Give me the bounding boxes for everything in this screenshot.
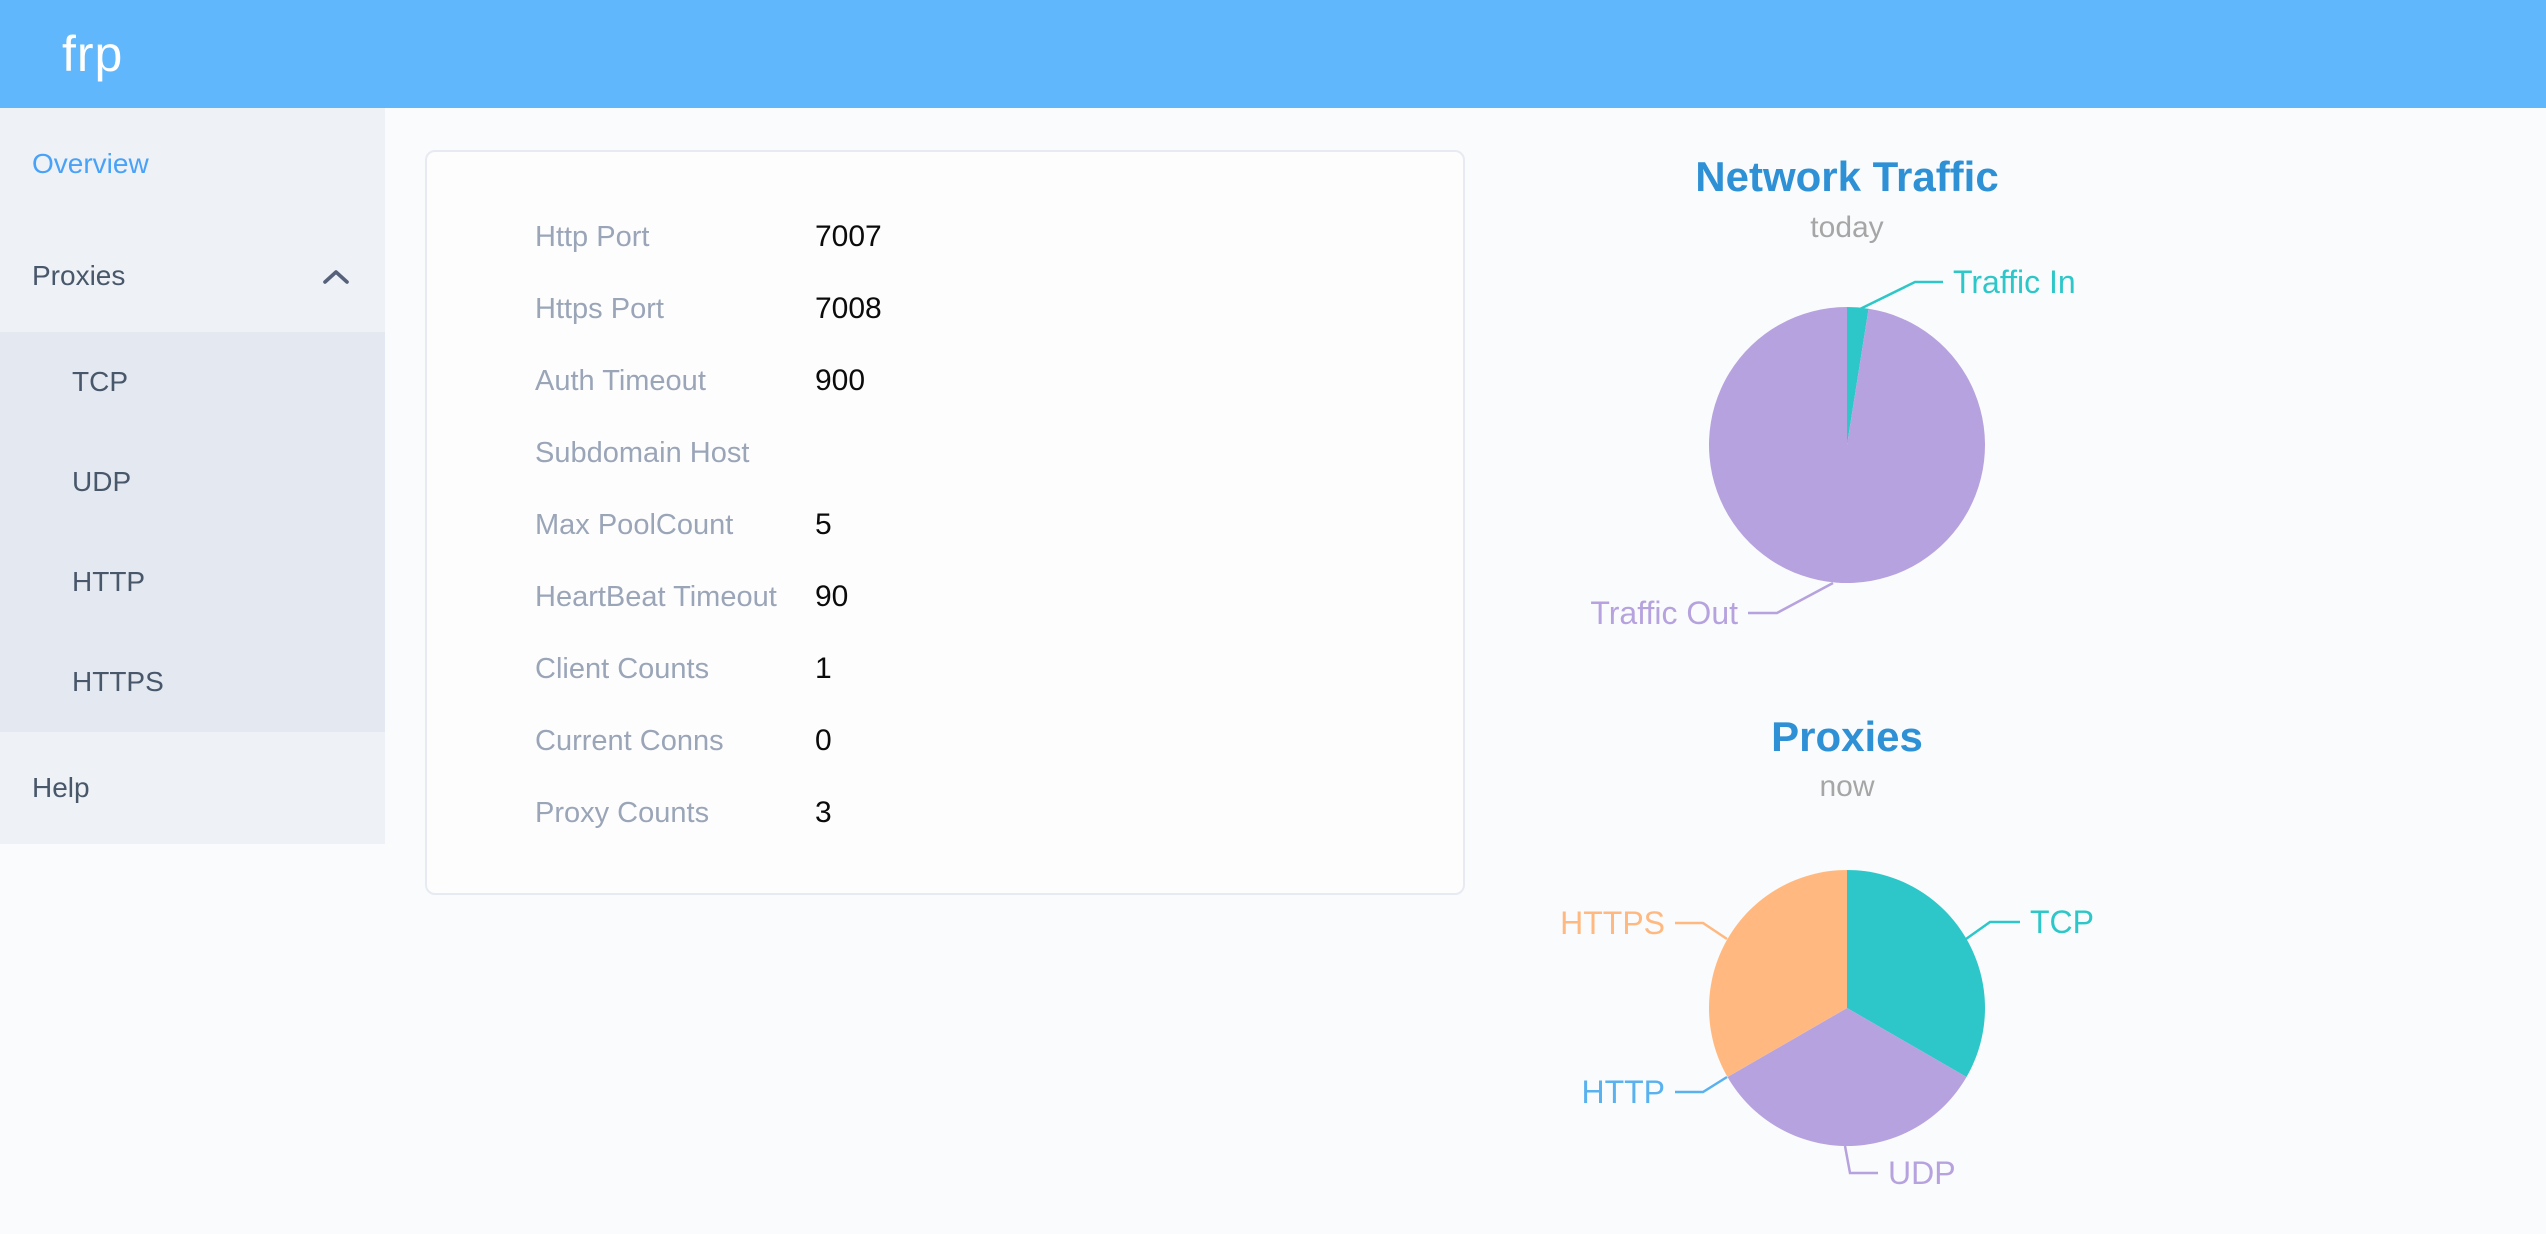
- config-label: Auth Timeout: [535, 364, 706, 397]
- config-label: Max PoolCount: [535, 508, 734, 541]
- config-label: Subdomain Host: [535, 436, 750, 469]
- pie-label-traffic-out: Traffic Out: [1590, 595, 1738, 631]
- config-label: HeartBeat Timeout: [535, 580, 777, 613]
- config-row-auth-timeout: Auth Timeout 900: [427, 345, 1463, 417]
- pie-label-line: [1965, 920, 2020, 941]
- proxies-subtitle: now: [1819, 770, 1875, 803]
- chevron-up-icon: [323, 270, 349, 284]
- config-row-subdomain-host: Subdomain Host: [427, 417, 1463, 489]
- sidebar-item-overview[interactable]: Overview: [0, 108, 385, 220]
- sidebar-item-tcp[interactable]: TCP: [0, 332, 385, 432]
- app-header: frp: [0, 0, 2546, 108]
- config-row-proxy-counts: Proxy Counts 3: [427, 777, 1463, 849]
- sidebar-item-proxies[interactable]: Proxies: [0, 220, 385, 332]
- sidebar-item-http[interactable]: HTTP: [0, 532, 385, 632]
- pie-label-http: HTTP: [1581, 1074, 1665, 1110]
- config-row-https-port: Https Port 7008: [427, 273, 1463, 345]
- config-label: Proxy Counts: [535, 796, 710, 829]
- pie-label-line: [1843, 1145, 1878, 1175]
- config-row-max-poolcount: Max PoolCount 5: [427, 489, 1463, 561]
- pie-label-tcp: TCP: [2030, 904, 2094, 940]
- config-value: 0: [815, 724, 832, 757]
- proxies-title: Proxies: [1771, 713, 1923, 760]
- pie-slice-https[interactable]: [1709, 870, 1847, 1077]
- pie-slice-udp[interactable]: [1727, 1008, 1967, 1146]
- pie-label-line: [1857, 280, 1943, 312]
- config-value: 90: [815, 580, 849, 613]
- config-row-heartbeat-timeout: HeartBeat Timeout 90: [427, 561, 1463, 633]
- proxies-pie-chart[interactable]: TCP UDP HTTP HTTPS: [1530, 850, 2170, 1210]
- config-value: 900: [815, 364, 866, 397]
- sidebar-item-help[interactable]: Help: [0, 732, 385, 844]
- config-row-http-port: Http Port 7007: [427, 201, 1463, 273]
- network-traffic-title: Network Traffic: [1695, 153, 1999, 200]
- sidebar-item-https-label: HTTPS: [72, 666, 164, 697]
- config-row-current-conns: Current Conns 0: [427, 705, 1463, 777]
- sidebar-item-udp-label: UDP: [72, 466, 132, 497]
- pie-label-line: [1748, 581, 1834, 615]
- sidebar: Overview Proxies TCP UDP HTTP HTTPS Help: [0, 108, 385, 844]
- config-label: Https Port: [535, 292, 664, 325]
- sidebar-item-udp[interactable]: UDP: [0, 432, 385, 532]
- sidebar-item-tcp-label: TCP: [72, 366, 128, 397]
- server-info-card: Http Port 7007 Https Port 7008 Auth Time…: [425, 150, 1465, 895]
- pie-label-udp: UDP: [1888, 1155, 1956, 1191]
- config-value: 5: [815, 508, 832, 541]
- sidebar-item-https[interactable]: HTTPS: [0, 632, 385, 732]
- sidebar-item-overview-label: Overview: [32, 148, 149, 179]
- config-label: Current Conns: [535, 724, 724, 757]
- config-value: 7007: [815, 220, 882, 253]
- pie-label-line: [1675, 1075, 1728, 1094]
- network-traffic-subtitle: today: [1810, 211, 1884, 244]
- pie-slice-traffic-out[interactable]: [1708, 307, 1985, 584]
- pie-slice-traffic-in[interactable]: [1847, 307, 1869, 445]
- pie-label-line: [1675, 921, 1728, 941]
- pie-slice-tcp[interactable]: [1847, 870, 1985, 1077]
- config-label: Client Counts: [535, 652, 710, 685]
- sidebar-item-http-label: HTTP: [72, 566, 146, 597]
- frp-logo: frp: [62, 26, 124, 82]
- config-row-client-counts: Client Counts 1: [427, 633, 1463, 705]
- sidebar-item-help-label: Help: [32, 772, 90, 803]
- pie-label-https: HTTPS: [1560, 905, 1665, 941]
- network-traffic-pie-chart[interactable]: Traffic In Traffic Out: [1530, 250, 2170, 640]
- config-value: 7008: [815, 292, 882, 325]
- sidebar-item-proxies-label: Proxies: [32, 260, 126, 291]
- config-label: Http Port: [535, 220, 650, 253]
- config-value: 1: [815, 652, 832, 685]
- proxies-submenu: TCP UDP HTTP HTTPS: [0, 332, 385, 732]
- pie-label-traffic-in: Traffic In: [1953, 264, 2076, 300]
- config-value: 3: [815, 796, 832, 829]
